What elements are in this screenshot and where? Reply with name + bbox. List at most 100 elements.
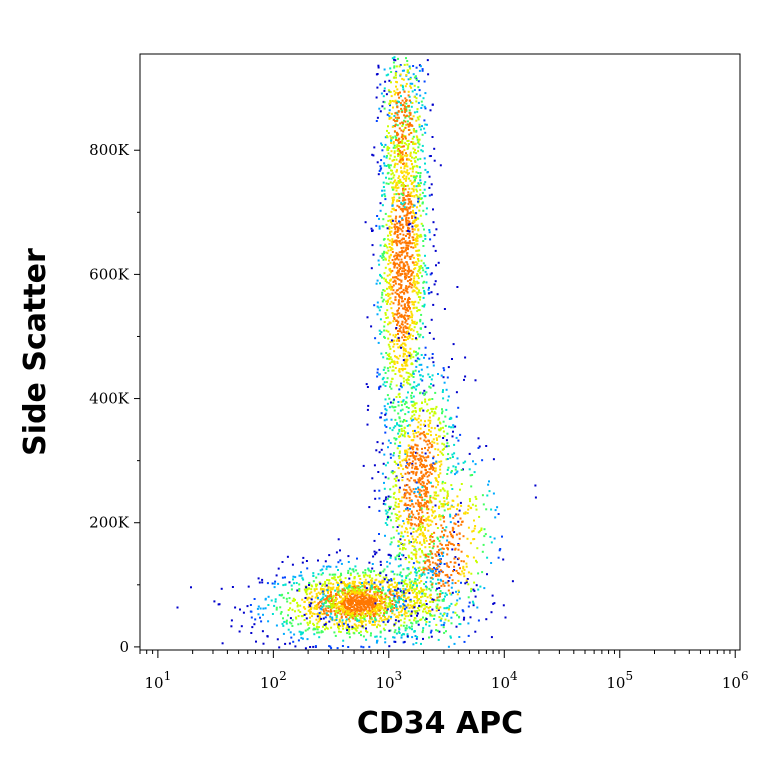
event-dot xyxy=(409,78,412,80)
event-dot xyxy=(376,116,379,119)
event-dot xyxy=(407,568,410,571)
event-dot xyxy=(383,419,386,422)
event-dot xyxy=(391,269,394,272)
event-dot xyxy=(399,606,402,609)
event-dot xyxy=(392,592,395,595)
event-dot xyxy=(397,180,400,182)
event-dot xyxy=(399,266,402,269)
event-dot xyxy=(370,570,373,573)
event-dot xyxy=(282,632,285,635)
event-dot xyxy=(398,486,401,489)
event-dot xyxy=(407,554,410,557)
event-dot xyxy=(392,320,395,323)
event-dot xyxy=(452,343,455,346)
event-dot xyxy=(365,629,368,632)
event-dot xyxy=(458,597,461,600)
event-dot xyxy=(397,357,400,360)
event-dot xyxy=(441,552,443,555)
event-dot xyxy=(317,573,320,576)
event-dot xyxy=(319,582,322,585)
event-dot xyxy=(459,501,462,504)
event-dot xyxy=(417,501,420,504)
event-dot xyxy=(424,452,427,455)
event-dot xyxy=(406,224,409,227)
event-dot xyxy=(403,580,406,583)
event-dot xyxy=(373,593,376,596)
event-dot xyxy=(408,561,411,564)
event-dot xyxy=(412,236,415,239)
event-dot xyxy=(403,403,406,406)
event-dot xyxy=(425,599,427,602)
event-dot xyxy=(425,539,428,542)
event-dot xyxy=(415,286,418,289)
event-dot xyxy=(398,181,401,184)
event-dot xyxy=(378,263,381,266)
event-dot xyxy=(394,556,397,559)
event-dot xyxy=(459,488,461,491)
event-dot xyxy=(354,588,356,591)
event-dot xyxy=(394,619,397,622)
event-dot xyxy=(452,611,455,614)
event-dot xyxy=(413,590,416,593)
event-dot xyxy=(273,604,276,607)
event-dot xyxy=(422,296,425,299)
event-dot xyxy=(457,579,460,582)
event-dot xyxy=(428,501,430,504)
event-dot xyxy=(432,455,435,458)
event-dot xyxy=(299,633,302,636)
event-dot xyxy=(411,217,414,219)
event-dot xyxy=(407,202,410,205)
event-dot xyxy=(401,241,404,244)
event-dot xyxy=(413,455,416,458)
event-dot xyxy=(406,596,409,599)
event-dot xyxy=(337,583,339,586)
event-dot xyxy=(404,343,407,346)
event-dot xyxy=(314,596,317,599)
event-dot xyxy=(413,143,416,145)
event-dot xyxy=(446,432,449,435)
event-dot xyxy=(399,141,402,143)
event-dot xyxy=(441,505,444,508)
event-dot xyxy=(423,289,426,292)
event-dot xyxy=(391,169,393,172)
event-dot xyxy=(406,212,409,215)
event-dot xyxy=(391,196,394,199)
event-dot xyxy=(454,556,457,559)
event-dot xyxy=(437,607,440,610)
event-dot xyxy=(402,434,405,437)
event-dot xyxy=(398,573,401,576)
event-dot xyxy=(401,475,404,478)
event-dot xyxy=(407,382,410,385)
event-dot xyxy=(425,459,428,462)
event-dot xyxy=(395,605,398,608)
event-dot xyxy=(421,496,424,499)
event-dot xyxy=(399,409,402,412)
event-dot xyxy=(400,472,403,475)
event-dot xyxy=(396,583,398,586)
event-dot xyxy=(392,360,395,363)
event-dot xyxy=(325,609,328,612)
event-dot xyxy=(407,521,410,524)
event-dot xyxy=(341,621,344,624)
event-dot xyxy=(428,175,431,178)
event-dot xyxy=(446,502,449,505)
event-dot xyxy=(393,266,396,269)
event-dot xyxy=(404,627,407,630)
event-dot xyxy=(385,300,388,303)
event-dot xyxy=(420,569,423,571)
event-dot xyxy=(332,605,335,608)
event-dot xyxy=(383,162,386,165)
event-dot xyxy=(395,339,398,342)
event-dot xyxy=(443,563,446,565)
event-dot xyxy=(399,179,402,182)
event-dot xyxy=(424,400,427,403)
event-dot xyxy=(412,73,415,76)
event-dot xyxy=(296,601,299,604)
event-dot xyxy=(418,548,421,551)
event-dot xyxy=(391,610,394,613)
event-dot xyxy=(398,392,401,395)
event-dot xyxy=(351,599,354,602)
event-dot xyxy=(398,430,401,433)
event-dot xyxy=(385,412,388,415)
event-dot xyxy=(389,267,392,270)
